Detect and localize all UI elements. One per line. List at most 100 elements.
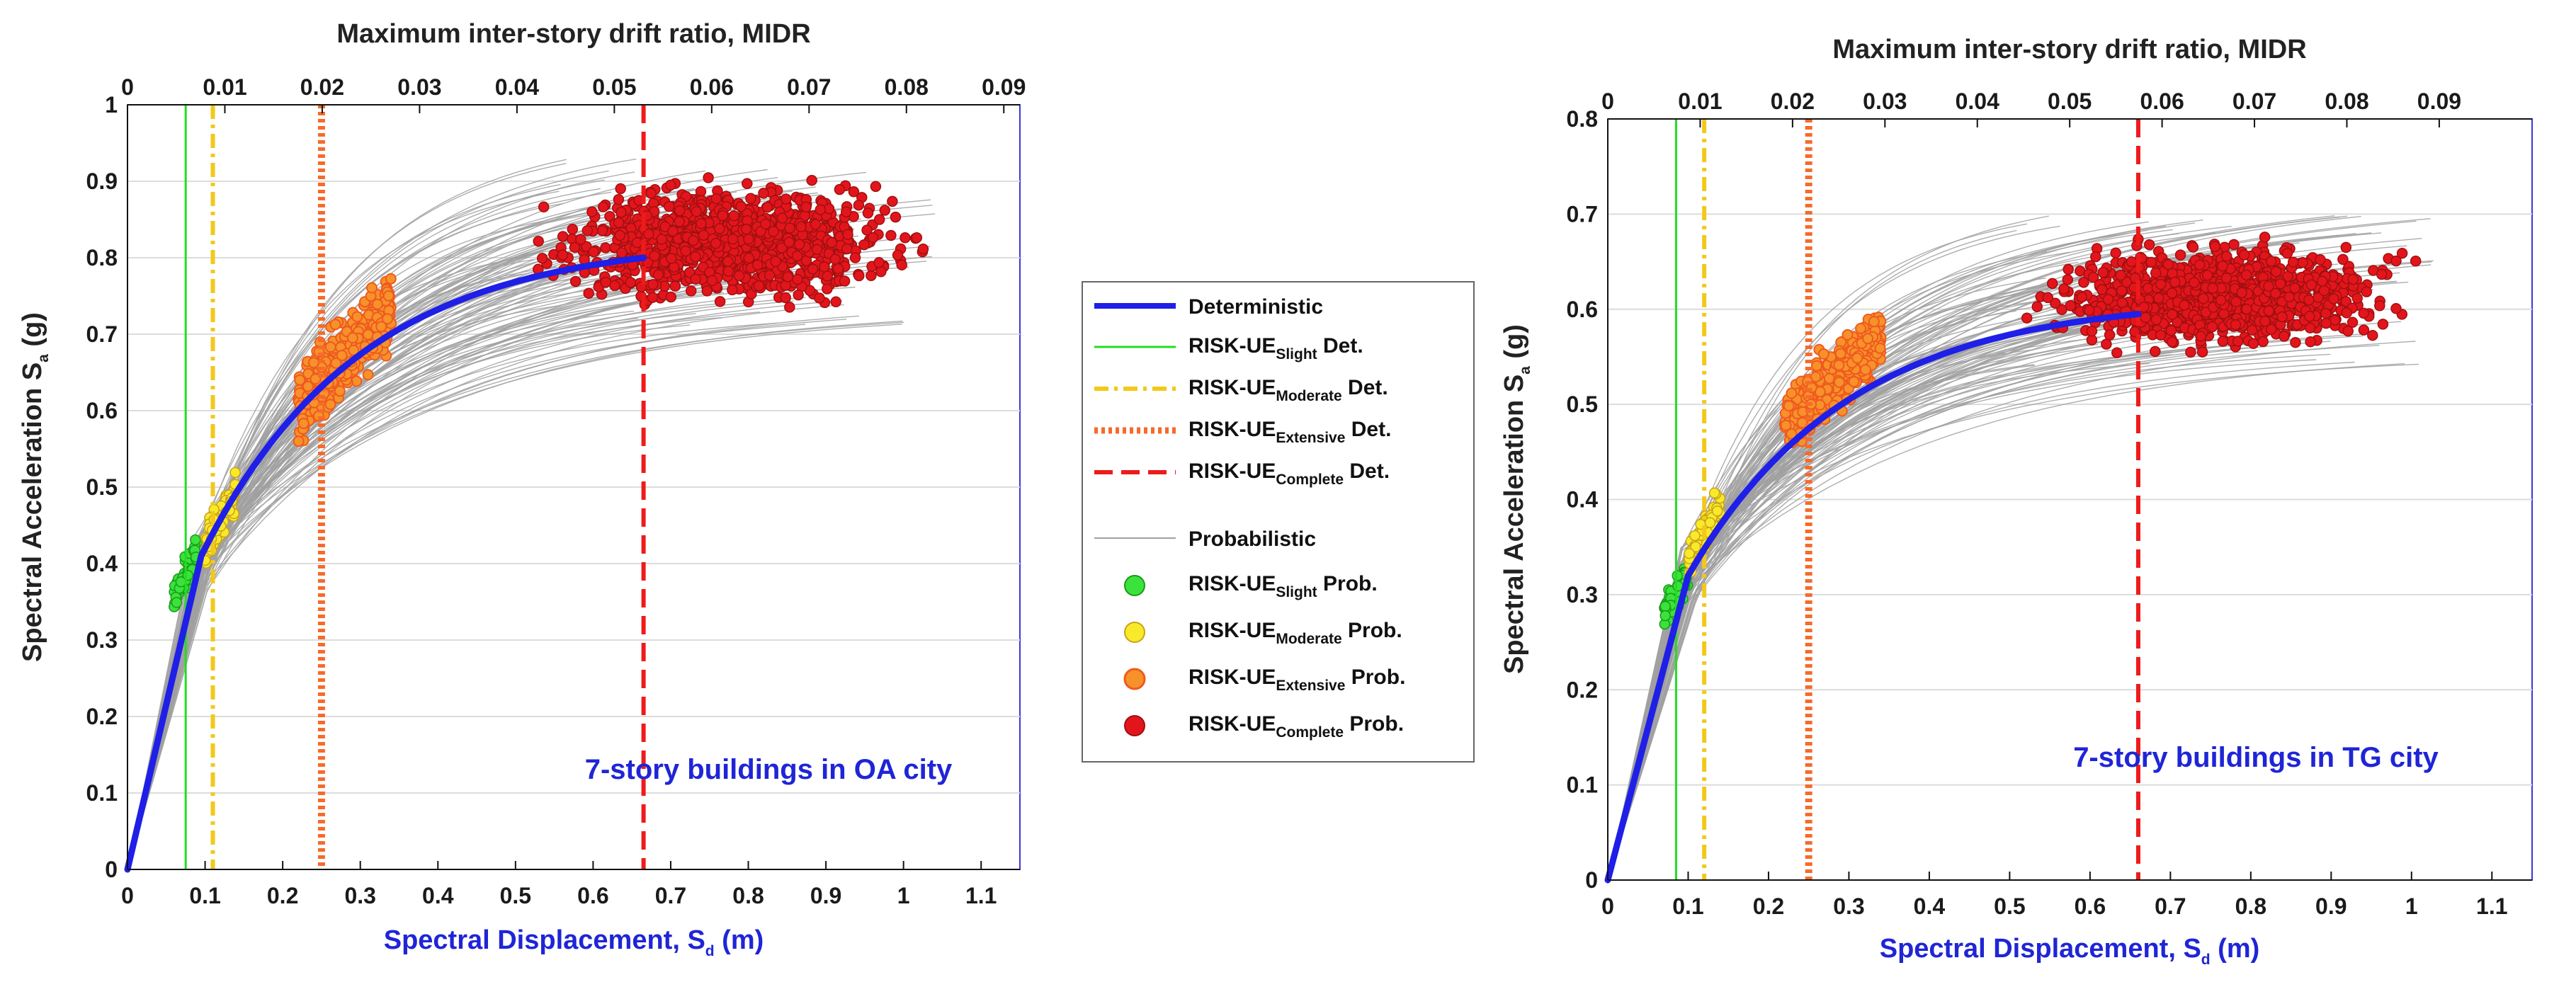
point-extensive: [382, 313, 393, 325]
y-tick-label: 0: [1585, 867, 1598, 893]
svg-text:RISK-UESlight Prob.: RISK-UESlight Prob.: [1188, 572, 1378, 600]
point-complete: [2320, 307, 2332, 319]
probabilistic-curve: [1607, 343, 2099, 881]
point-complete: [690, 273, 701, 285]
legend: Deterministic RISK-UESlight Det. RISK-UE…: [1082, 281, 1475, 763]
probabilistic-curve: [127, 190, 560, 870]
point-complete: [663, 200, 675, 212]
probabilistic-curve: [127, 313, 696, 870]
point-complete: [691, 206, 702, 217]
point-complete: [2303, 294, 2315, 306]
point-complete: [652, 269, 664, 281]
point-complete: [2220, 273, 2232, 284]
point-complete: [703, 172, 714, 183]
point-complete: [2101, 338, 2112, 350]
point-moderate: [1689, 530, 1701, 542]
point-complete: [2058, 283, 2070, 295]
probabilistic-curve: [1607, 322, 2347, 881]
point-complete: [2390, 255, 2402, 267]
point-complete: [2195, 331, 2207, 342]
point-complete: [2374, 300, 2385, 312]
probabilistic-curve: [1607, 223, 2028, 881]
point-complete: [698, 229, 710, 241]
point-complete: [2410, 255, 2422, 267]
probabilistic-curve: [1607, 363, 2405, 881]
point-complete: [795, 221, 807, 233]
damage-state-points: [1659, 232, 2422, 630]
point-complete: [879, 205, 891, 216]
point-complete: [2236, 287, 2247, 299]
point-complete: [2097, 266, 2109, 278]
point-complete: [647, 278, 659, 290]
point-complete: [614, 229, 625, 241]
point-complete: [740, 223, 752, 235]
point-extensive: [1868, 316, 1880, 328]
point-complete: [2315, 254, 2326, 266]
point-complete: [2230, 319, 2242, 331]
probabilistic-curve: [127, 274, 802, 870]
point-complete: [2217, 260, 2228, 272]
point-complete: [581, 224, 594, 236]
probabilistic-curve: [1607, 225, 2167, 881]
point-complete: [643, 228, 654, 240]
point-complete: [811, 244, 823, 256]
x-tick-label: 0.3: [1833, 894, 1864, 919]
top-tick-label: 0.09: [2417, 89, 2461, 114]
point-complete: [841, 243, 853, 255]
point-complete: [873, 214, 885, 225]
point-complete: [834, 183, 846, 195]
point-complete: [887, 195, 898, 207]
point-extensive: [293, 435, 305, 447]
point-complete: [2021, 312, 2033, 324]
svg-text:RISK-UEComplete Prob.: RISK-UEComplete Prob.: [1188, 712, 1404, 741]
point-complete: [870, 181, 882, 193]
point-complete: [667, 225, 679, 237]
point-complete: [848, 186, 860, 198]
point-complete: [2240, 269, 2252, 281]
point-complete: [896, 259, 907, 270]
y-tick-label: 0.3: [1567, 582, 1598, 607]
point-complete: [714, 296, 726, 307]
y-tick-label: 0.4: [86, 551, 118, 576]
point-complete: [770, 256, 781, 268]
x-tick-label: 0.1: [1672, 894, 1703, 919]
point-complete: [2238, 249, 2250, 261]
point-complete: [829, 253, 841, 265]
point-extensive: [346, 332, 358, 344]
point-slight: [190, 534, 201, 546]
point-extensive: [375, 321, 387, 333]
point-extensive: [1833, 359, 1845, 371]
probabilistic-curve: [127, 287, 608, 870]
point-complete: [784, 302, 795, 313]
point-complete: [760, 218, 771, 230]
point-complete: [2396, 247, 2408, 259]
point-complete: [792, 273, 803, 285]
point-complete: [2340, 241, 2352, 253]
point-complete: [557, 249, 569, 261]
point-complete: [616, 247, 628, 258]
probabilistic-curve: [127, 322, 778, 870]
point-complete: [2179, 299, 2190, 311]
point-complete: [2155, 278, 2167, 290]
top-tick-label: 0.01: [1678, 89, 1722, 114]
point-complete: [2274, 278, 2286, 290]
point-complete: [2090, 251, 2101, 263]
point-complete: [2241, 303, 2252, 315]
point-complete: [2150, 346, 2161, 358]
y-tick-label: 0: [105, 857, 118, 882]
probabilistic-curve: [127, 316, 722, 870]
point-extensive: [371, 298, 383, 310]
point-extensive: [1833, 376, 1845, 388]
point-complete: [665, 291, 677, 303]
probabilistic-curve: [1607, 229, 2148, 881]
point-complete: [2150, 314, 2162, 326]
point-complete: [706, 275, 718, 287]
point-complete: [841, 206, 852, 217]
x-tick-label: 0.4: [422, 883, 454, 908]
probabilistic-curve: [127, 195, 654, 870]
point-complete: [807, 263, 819, 275]
point-complete: [2042, 292, 2054, 304]
point-complete: [832, 263, 844, 275]
legend-entry-moderate-det: RISK-UEModerate Det.: [1094, 376, 1388, 404]
